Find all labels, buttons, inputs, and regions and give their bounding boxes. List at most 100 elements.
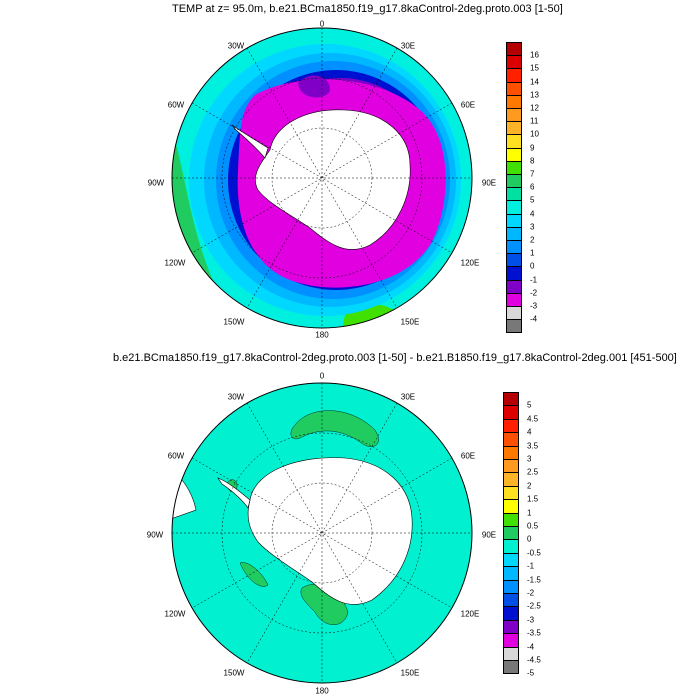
top-colorbar-box	[506, 279, 522, 294]
top-lon-90e: 90E	[481, 178, 497, 188]
bottom-colorbar-box	[503, 432, 519, 447]
top-lon-120w: 120W	[164, 258, 186, 268]
top-colorbar-box	[506, 253, 522, 268]
bottom-map-plot	[171, 382, 473, 684]
bottom-colorbar-box	[503, 445, 519, 460]
top-colorbar-box	[506, 174, 522, 189]
bottom-lon-150w: 150W	[223, 668, 245, 678]
top-lon-120e: 120E	[460, 258, 480, 268]
top-colorbar-box	[506, 226, 522, 241]
bottom-colorbar-box	[503, 579, 519, 594]
bottom-lon-150e: 150E	[400, 668, 420, 678]
bottom-colorbar-label: 0	[527, 534, 532, 544]
bottom-colorbar-label: -1	[527, 561, 535, 571]
top-colorbar-label: 3	[530, 222, 535, 232]
bottom-colorbar-box	[503, 633, 519, 648]
bottom-colorbar-label: 4.5	[527, 414, 539, 424]
top-lon-90w: 90W	[147, 178, 165, 188]
bottom-colorbar-box	[503, 485, 519, 501]
bottom-colorbar-label: -4.5	[527, 655, 541, 665]
top-colorbar-box	[506, 266, 522, 281]
bottom-colorbar-label: 4	[527, 427, 532, 437]
top-colorbar-box	[506, 94, 522, 109]
top-colorbar-label: -1	[530, 275, 538, 285]
top-colorbar-label: 12	[530, 103, 539, 113]
bottom-colorbar-label: 3.5	[527, 441, 539, 451]
top-colorbar-box	[506, 200, 522, 215]
top-colorbar-box	[506, 121, 522, 136]
bottom-colorbar-box	[503, 459, 519, 474]
bottom-colorbar-label: -3	[527, 615, 535, 625]
bottom-lon-60w: 60W	[167, 451, 185, 461]
top-colorbar-box	[506, 68, 522, 83]
top-graticule	[172, 28, 472, 328]
top-colorbar-box	[506, 55, 522, 70]
bottom-colorbar-box	[503, 619, 519, 635]
top-colorbar-label: 15	[530, 63, 539, 73]
bottom-colorbar-label: -2	[527, 588, 535, 598]
bottom-colorbar-box	[503, 552, 519, 568]
bottom-colorbar-box	[503, 660, 519, 675]
top-lon-60e: 60E	[460, 100, 476, 110]
top-colorbar-label: -3	[530, 301, 538, 311]
top-colorbar-box	[506, 160, 522, 175]
bottom-green-patch-sw1	[239, 562, 269, 587]
top-lon-150e: 150E	[400, 317, 420, 327]
bottom-colorbar-label: -1.5	[527, 575, 541, 585]
bottom-lon-180: 180	[315, 686, 329, 696]
top-colorbar-label: 14	[530, 77, 539, 87]
top-map-title: TEMP at z= 95.0m, b.e21.BCma1850.f19_g17…	[172, 3, 563, 15]
top-colorbar-label: 7	[530, 169, 535, 179]
bottom-peninsula	[217, 477, 251, 509]
bottom-colorbar-box	[503, 566, 519, 581]
top-colorbar-box	[506, 240, 522, 255]
bottom-lon-90w: 90W	[146, 530, 164, 540]
top-colorbar-label: 1	[530, 248, 535, 258]
bottom-colorbar-label: -5	[527, 668, 535, 678]
bottom-colorbar-box	[503, 593, 519, 608]
top-colorbar-label: 0	[530, 261, 535, 271]
top-colorbar-box	[506, 42, 522, 57]
bottom-colorbar-box	[503, 646, 519, 661]
bottom-colorbar-label: 2.5	[527, 467, 539, 477]
top-peninsula	[231, 124, 269, 159]
bottom-graticule	[172, 383, 472, 683]
top-colorbar-box	[506, 319, 522, 334]
top-lon-0: 0	[319, 19, 325, 29]
bottom-colorbar-box	[503, 526, 519, 541]
top-colorbar-label: 11	[530, 116, 539, 126]
bottom-lon-120w: 120W	[164, 609, 186, 619]
top-colorbar-box	[506, 134, 522, 149]
bottom-colorbar-label: -0.5	[527, 548, 541, 558]
top-colorbar-box	[506, 213, 522, 228]
bottom-colorbar-label: -4	[527, 642, 535, 652]
bottom-green-patch-north	[290, 410, 379, 447]
top-antarctica	[255, 109, 411, 250]
bottom-colorbar-label: -2.5	[527, 601, 541, 611]
top-lon-30e: 30E	[400, 41, 416, 51]
top-map-plot	[171, 27, 473, 329]
bottom-colorbar-label: 1	[527, 508, 532, 518]
top-colorbar-label: -4	[530, 314, 538, 324]
top-colorbar-box	[506, 108, 522, 123]
bottom-antarctica	[247, 457, 413, 605]
bottom-colorbar-label: 5	[527, 400, 532, 410]
bottom-lon-30e: 30E	[400, 392, 416, 402]
bottom-lon-90e: 90E	[481, 530, 497, 540]
top-colorbar-box	[506, 187, 522, 202]
bottom-colorbar-box	[503, 499, 519, 514]
top-colorbar-label: -2	[530, 288, 538, 298]
top-colorbar-label: 5	[530, 195, 535, 205]
top-colorbar-box	[506, 306, 522, 321]
top-colorbar-label: 8	[530, 156, 535, 166]
bottom-colorbar-box	[503, 405, 519, 420]
top-lon-150w: 150W	[223, 317, 245, 327]
top-colorbar-box	[506, 81, 522, 96]
top-colorbar-label: 4	[530, 209, 535, 219]
top-colorbar-label: 6	[530, 182, 535, 192]
bottom-colorbar-label: 2	[527, 481, 532, 491]
top-lon-180: 180	[315, 330, 329, 340]
bottom-lon-30w: 30W	[227, 392, 245, 402]
bottom-colorbar-label: -3.5	[527, 628, 541, 638]
top-colorbar-label: 2	[530, 235, 535, 245]
